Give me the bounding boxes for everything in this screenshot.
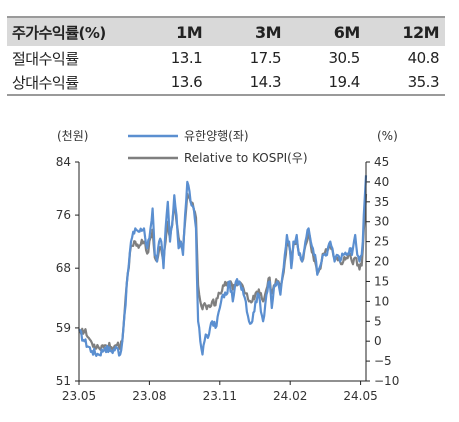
legend: 유한양행(좌) Relative to KOSPI(우) [128, 128, 308, 165]
cell-value: 40.8 [407, 49, 440, 67]
x-tick-label: 23.08 [132, 389, 166, 403]
left-tick-label: 59 [56, 321, 71, 335]
right-tick-label: 5 [374, 314, 382, 328]
header-1m: 1M [129, 16, 209, 46]
cell-value: 35.3 [365, 70, 445, 96]
right-tick-label: 30 [374, 215, 389, 229]
row-label: 절대수익률 [12, 49, 79, 68]
right-tick-label: 20 [374, 255, 389, 269]
left-tick-label: 76 [56, 208, 71, 222]
cell-value: 13.6 [129, 70, 209, 96]
x-tick-label: 23.11 [203, 389, 237, 403]
table-row-absolute: 절대수익률 13.1 17.5 30.5 40.8 [7, 46, 445, 70]
x-tick-label: 24.05 [343, 389, 377, 403]
right-tick-label: 10 [374, 294, 389, 308]
left-tick-label: 51 [56, 374, 71, 388]
table-row-relative: 상대수익률 13.6 14.3 19.4 35.3 [7, 70, 445, 96]
header-3m: 3M [208, 16, 288, 46]
header-6m: 6M [287, 16, 366, 46]
x-tick-label: 24.02 [273, 389, 307, 403]
right-tick-label: 0 [374, 334, 382, 348]
returns-table: 주가수익률(%) 1M 3M 6M 12M 절대수익률 13.1 17.5 30… [7, 16, 445, 96]
right-tick-label: −10 [374, 374, 399, 388]
series-line-relative [78, 192, 368, 352]
cell-value: 17.5 [249, 49, 282, 67]
header-label: 주가수익률(%) [7, 16, 130, 46]
right-tick-label: −5 [374, 354, 392, 368]
right-tick-label: 25 [374, 235, 389, 249]
right-tick-label: 35 [374, 195, 389, 209]
right-tick-label: 15 [374, 274, 389, 288]
returns-table-header: 주가수익률(%) 1M 3M 6M 12M [7, 16, 445, 46]
cell-value: 13.1 [170, 49, 203, 67]
cell-value: 19.4 [287, 70, 366, 96]
left-tick-label: 84 [56, 155, 71, 169]
legend-label-relative: Relative to KOSPI(우) [184, 151, 308, 165]
row-label: 상대수익률 [7, 70, 130, 96]
right-tick-label: 45 [374, 155, 389, 169]
right-tick-label: 40 [374, 175, 389, 189]
left-axis-unit: (천원) [57, 128, 88, 143]
series-lines [78, 175, 368, 357]
x-tick-label: 23.05 [62, 389, 96, 403]
series-line-price [78, 175, 368, 357]
legend-label-price: 유한양행(좌) [184, 128, 249, 143]
price-chart: (천원) (%) 유한양행(좌) Relative to KOSPI(우) 84… [56, 128, 400, 403]
left-tick-label: 68 [56, 261, 71, 275]
cell-value: 30.5 [328, 49, 360, 67]
axis-ticks: 84 76 68 59 51 45 40 35 30 25 20 15 10 5 0 −5 −10 23.05 23… [56, 155, 400, 403]
cell-value: 14.3 [208, 70, 288, 96]
right-axis-unit: (%) [377, 129, 398, 143]
header-12m: 12M [365, 16, 445, 46]
